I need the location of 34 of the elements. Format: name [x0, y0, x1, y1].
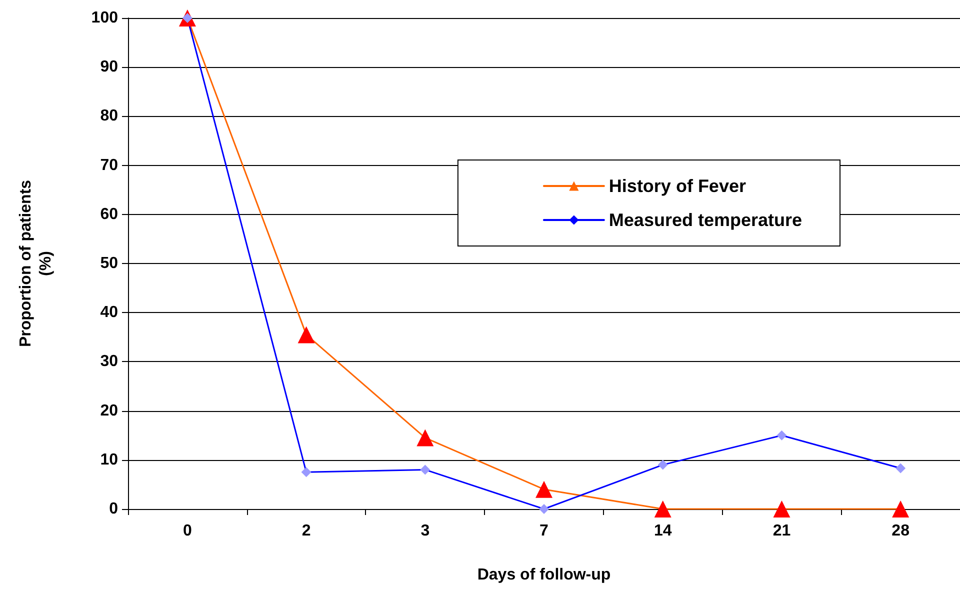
point: [896, 463, 906, 474]
y-axis-title: Proportion of patients (%): [18, 180, 54, 348]
point: [654, 500, 672, 518]
y-tick-label: 90: [100, 58, 118, 76]
legend-label: History of Fever: [608, 176, 746, 196]
point: [892, 500, 910, 518]
y-tick-label: 30: [100, 353, 118, 370]
point: [776, 430, 787, 440]
y-tick-label: 0: [109, 500, 118, 518]
y-tick-label: 10: [100, 451, 118, 468]
x-tick-label: 28: [892, 522, 910, 540]
y-tick-label: 100: [91, 10, 118, 26]
x-tick-label: 0: [182, 522, 192, 540]
point: [539, 504, 549, 514]
y-tick-label: 20: [100, 402, 118, 420]
y-tick-label: 80: [100, 108, 118, 125]
y-tick-label: 50: [100, 255, 118, 272]
point: [658, 460, 668, 470]
point: [420, 464, 430, 475]
x-tick-label: 14: [654, 522, 672, 540]
x-tick-label: 21: [772, 522, 791, 540]
y-tick-label: 60: [100, 206, 118, 223]
point: [773, 500, 790, 518]
x-tick-label: 2: [302, 522, 311, 540]
x-axis-title: Days of follow-up: [477, 566, 611, 584]
point: [298, 326, 315, 344]
point: [416, 429, 434, 446]
point: [301, 467, 312, 478]
y-tick-label: 70: [100, 156, 118, 174]
y-tick-label: 40: [100, 304, 118, 322]
x-tick-label: 3: [420, 522, 430, 540]
legend-label: Measured temperature: [608, 210, 802, 230]
point: [536, 480, 552, 498]
x-tick-label: 7: [540, 522, 549, 540]
